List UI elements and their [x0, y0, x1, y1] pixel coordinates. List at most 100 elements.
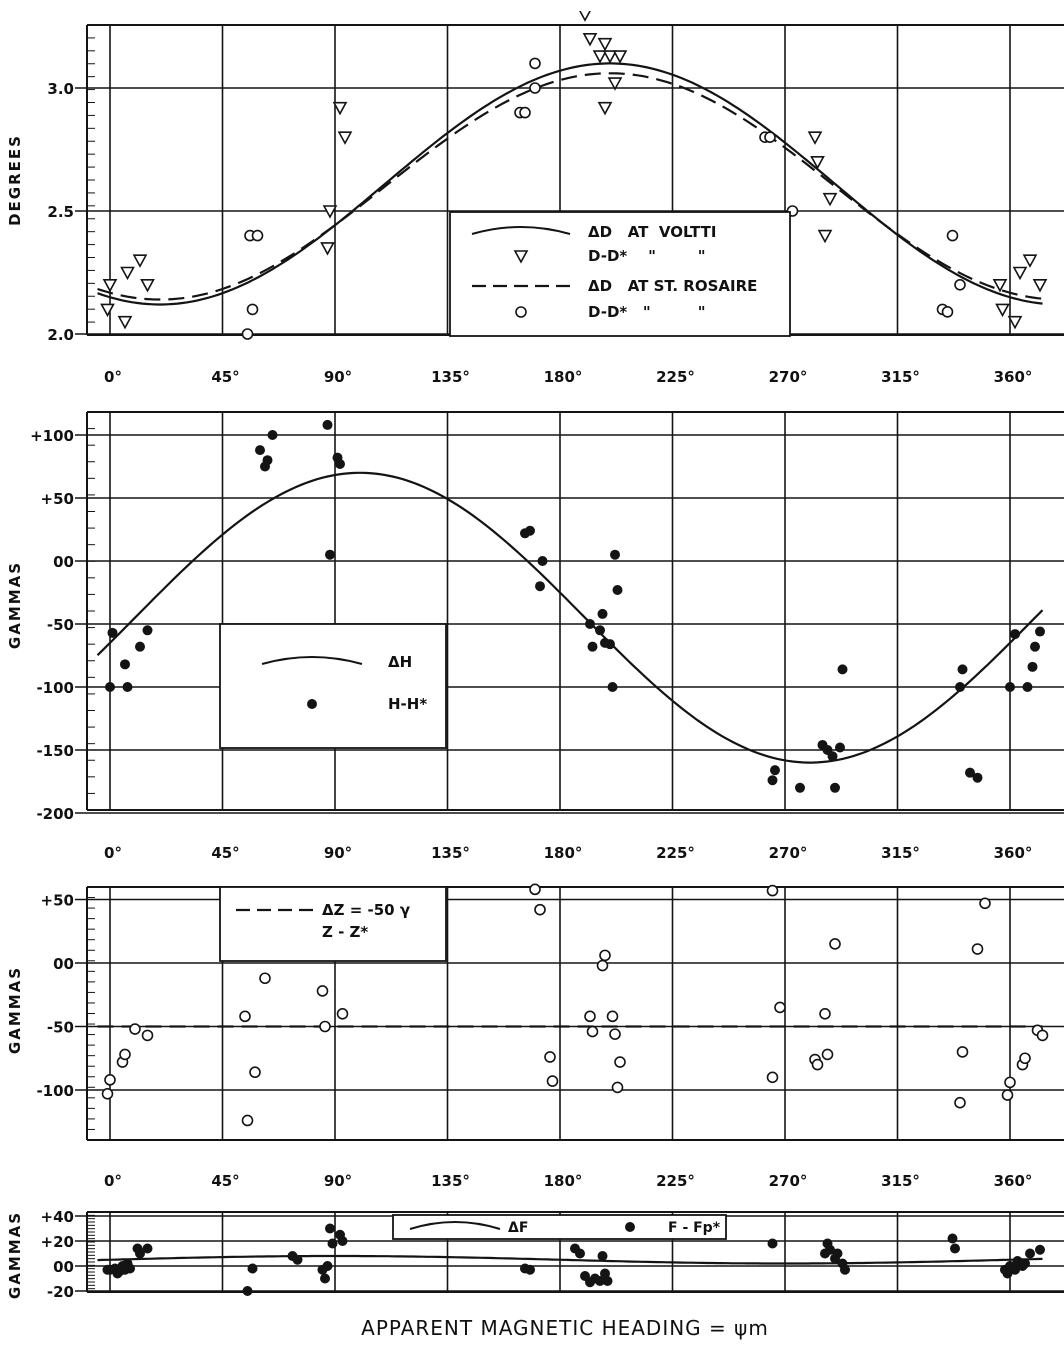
dot-point — [122, 682, 133, 692]
legend-label: ΔZ = -50 γ — [322, 901, 410, 919]
circle-point — [941, 306, 954, 318]
x-tick-label: 360° — [994, 1172, 1033, 1190]
circle-point — [119, 1048, 131, 1061]
dot-point — [1022, 682, 1033, 692]
triangle-point — [120, 266, 135, 281]
dot-point — [1010, 629, 1020, 640]
x-tick-label: 315° — [881, 844, 920, 862]
dot-point — [320, 1273, 330, 1284]
triangle-point — [612, 50, 628, 64]
circle-point — [259, 972, 271, 985]
y-tick-label: 2.0 — [47, 326, 74, 344]
triangle-point — [597, 37, 613, 52]
dot-point — [1035, 1244, 1045, 1255]
panel-3-legend — [219, 886, 447, 962]
circle-point — [819, 1007, 831, 1020]
x-tick-label: 225° — [656, 1172, 695, 1190]
panel-3-plot-area — [97, 883, 1049, 1127]
panel-2 — [75, 411, 1064, 814]
x-tick-label: 180° — [544, 844, 583, 862]
y-axis-label: DEGREES — [6, 134, 24, 226]
dot-point — [1010, 1264, 1020, 1275]
legend-label: H-H* — [388, 695, 427, 713]
panel-3 — [75, 883, 1064, 1141]
dot-point — [597, 608, 608, 619]
dot-point — [830, 782, 840, 793]
circle-point — [249, 1066, 261, 1079]
dot-point — [1027, 661, 1038, 672]
x-tick-label: 90° — [324, 368, 352, 386]
triangle-point — [817, 229, 833, 244]
panel-1-plot-area — [97, 11, 1048, 340]
dot-point — [142, 1243, 153, 1254]
x-tick-label: 270° — [769, 1172, 808, 1190]
dot-point — [612, 584, 623, 595]
circle-point — [141, 1029, 154, 1042]
legend-dot — [307, 699, 317, 709]
x-tick-label: 135° — [431, 368, 470, 386]
dot-point — [322, 1261, 333, 1271]
x-tick-label: 0° — [104, 368, 122, 386]
dot-point — [610, 549, 620, 560]
legend-box — [392, 1214, 727, 1240]
panel-4-legend — [392, 1214, 727, 1240]
dot-point — [535, 581, 545, 592]
triangle-point — [320, 242, 335, 256]
circle-point — [251, 229, 264, 242]
y-tick-label: -50 — [47, 616, 74, 634]
dot-point — [825, 1244, 835, 1255]
circle-point — [586, 1025, 599, 1038]
dot-point — [950, 1243, 960, 1254]
circle-point — [1019, 1052, 1031, 1065]
y-tick-label: +50 — [41, 490, 74, 508]
dot-point — [767, 1238, 778, 1249]
dot-point — [1005, 682, 1015, 692]
circle-point — [129, 1023, 141, 1035]
legend-label: F - Fp* — [668, 1220, 721, 1236]
panel-4 — [75, 1211, 1064, 1296]
legend-label: D-D* " " — [588, 303, 706, 321]
x-tick-label: 135° — [431, 1172, 470, 1190]
y-tick-label: -100 — [36, 1082, 74, 1100]
series-line — [97, 1254, 1043, 1265]
dot-point — [605, 639, 615, 650]
circle-point — [241, 328, 254, 340]
circle-point — [316, 985, 329, 997]
dot-point — [1020, 1258, 1030, 1269]
dot-point — [327, 1238, 338, 1249]
legend-triangle — [513, 250, 529, 264]
x-tick-label: 270° — [769, 368, 808, 386]
circle-point — [599, 949, 611, 962]
y-tick-label: 2.5 — [47, 203, 74, 221]
triangle-point — [140, 279, 155, 293]
legend-line-solid — [261, 656, 363, 665]
circle-point — [606, 1010, 619, 1023]
x-tick-label: 90° — [324, 1172, 352, 1190]
circle-point — [529, 82, 541, 94]
triangle-point — [602, 50, 618, 64]
circle-point — [319, 1020, 331, 1033]
dot-point — [955, 682, 965, 692]
circle-point — [811, 1058, 824, 1071]
circle-point — [764, 131, 776, 143]
y-axis-label: GAMMAS — [6, 1211, 24, 1299]
dot-point — [770, 765, 780, 776]
x-tick-label: 45° — [211, 1172, 239, 1190]
dot-point — [525, 1264, 535, 1275]
x-tick-label: 315° — [881, 368, 920, 386]
dot-point — [595, 1276, 605, 1286]
circle-point — [101, 1088, 114, 1100]
circle-point — [956, 1046, 969, 1058]
dot-point — [242, 1286, 253, 1296]
y-tick-label: 00 — [53, 1258, 74, 1276]
y-axis-label: GAMMAS — [6, 966, 24, 1054]
y-tick-label: -150 — [36, 742, 74, 760]
circle-point — [1001, 1089, 1014, 1101]
y-tick-label: +40 — [41, 1208, 74, 1226]
circle-point — [954, 278, 966, 291]
legend-label: ΔH — [388, 653, 412, 671]
dot-point — [965, 767, 975, 778]
legend-label: ΔD AT VOLTTI — [588, 223, 716, 241]
x-tick-label: 180° — [544, 368, 583, 386]
